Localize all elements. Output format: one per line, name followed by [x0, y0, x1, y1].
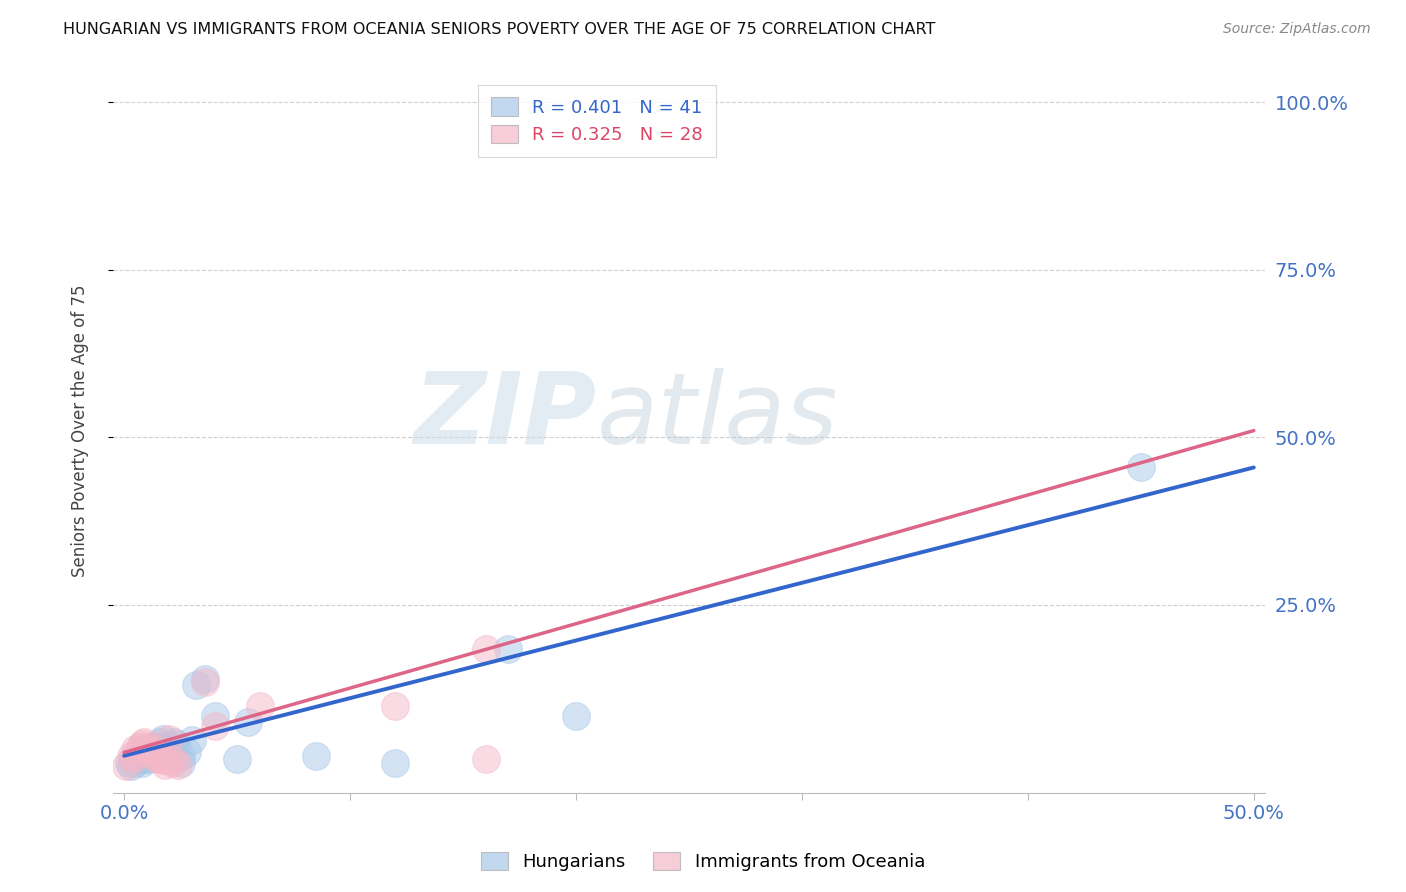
Legend: Hungarians, Immigrants from Oceania: Hungarians, Immigrants from Oceania: [474, 845, 932, 879]
Point: [565, 708, 588, 723]
Point: [157, 732, 180, 747]
Point: [129, 740, 152, 755]
Point: [181, 733, 204, 747]
Point: [169, 756, 191, 770]
Point: [141, 739, 163, 753]
Point: [157, 739, 180, 753]
Point: [152, 732, 174, 747]
Point: [204, 708, 226, 723]
Point: [115, 759, 138, 773]
Point: [194, 675, 217, 690]
Point: [145, 739, 167, 753]
Y-axis label: Seniors Poverty Over the Age of 75: Seniors Poverty Over the Age of 75: [72, 285, 89, 577]
Point: [226, 752, 249, 766]
Point: [1129, 460, 1152, 475]
Point: [167, 757, 190, 772]
Point: [305, 748, 328, 763]
Point: [120, 759, 142, 773]
Point: [153, 757, 176, 772]
Point: [169, 748, 191, 763]
Point: [134, 752, 156, 766]
Point: [142, 747, 165, 761]
Point: [142, 746, 165, 760]
Point: [149, 748, 172, 763]
Point: [204, 718, 226, 732]
Point: [238, 715, 260, 730]
Point: [124, 742, 146, 756]
Point: [186, 678, 208, 692]
Point: [120, 748, 142, 763]
Point: [176, 746, 198, 760]
Point: [165, 738, 187, 752]
Point: [160, 756, 183, 770]
Point: [141, 742, 163, 756]
Point: [149, 735, 172, 749]
Point: [194, 672, 217, 686]
Point: [124, 756, 146, 770]
Point: [122, 752, 145, 766]
Point: [135, 748, 157, 763]
Point: [135, 746, 157, 760]
Text: HUNGARIAN VS IMMIGRANTS FROM OCEANIA SENIORS POVERTY OVER THE AGE OF 75 CORRELAT: HUNGARIAN VS IMMIGRANTS FROM OCEANIA SEN…: [63, 22, 935, 37]
Point: [127, 746, 149, 760]
Point: [163, 735, 186, 749]
Point: [131, 756, 153, 770]
Point: [127, 752, 149, 766]
Text: ZIP: ZIP: [413, 368, 596, 465]
Point: [122, 752, 145, 766]
Point: [135, 752, 157, 766]
Point: [134, 735, 156, 749]
Point: [153, 739, 176, 753]
Point: [163, 754, 186, 768]
Point: [146, 752, 169, 766]
Legend: R = 0.401   N = 41, R = 0.325   N = 28: R = 0.401 N = 41, R = 0.325 N = 28: [478, 85, 716, 157]
Point: [138, 742, 160, 756]
Point: [156, 742, 179, 756]
Text: atlas: atlas: [596, 368, 838, 465]
Point: [496, 641, 519, 656]
Point: [129, 746, 152, 760]
Point: [129, 748, 152, 763]
Point: [145, 751, 167, 765]
Point: [124, 748, 146, 763]
Text: Source: ZipAtlas.com: Source: ZipAtlas.com: [1223, 22, 1371, 37]
Point: [474, 752, 496, 766]
Point: [384, 756, 406, 770]
Point: [131, 742, 153, 756]
Point: [249, 698, 271, 713]
Point: [152, 754, 174, 768]
Point: [156, 754, 179, 768]
Point: [134, 746, 156, 760]
Point: [146, 742, 169, 756]
Point: [474, 641, 496, 656]
Point: [131, 738, 153, 752]
Point: [118, 756, 141, 770]
Point: [384, 698, 406, 713]
Point: [141, 748, 163, 763]
Point: [138, 746, 160, 760]
